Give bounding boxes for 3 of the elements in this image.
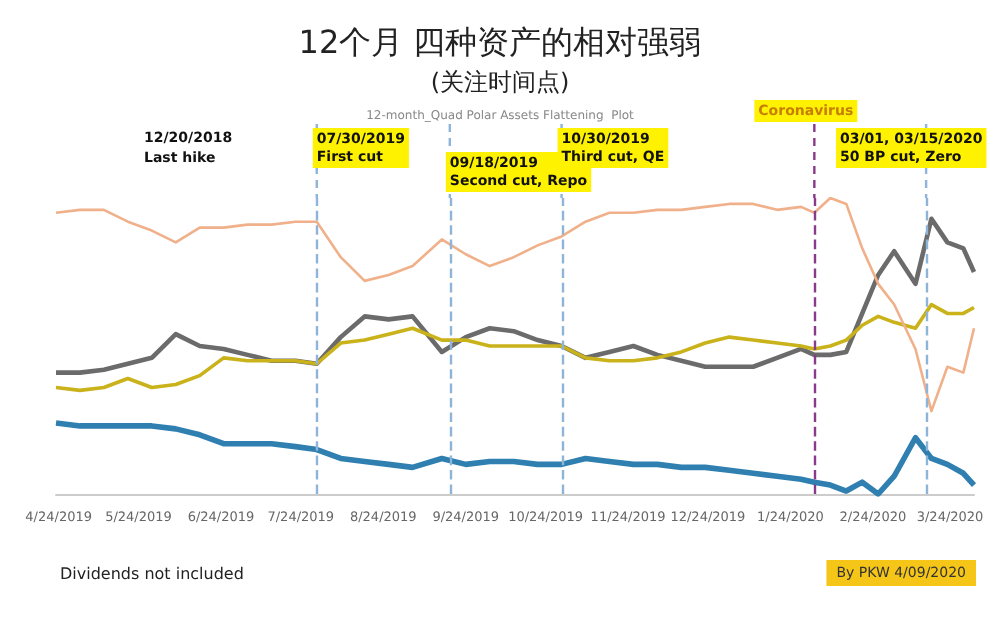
chart-subtitle: (关注时间点) <box>430 68 570 96</box>
chart-title: 12个月 四种资产的相对强弱 <box>298 23 702 61</box>
text: Dividends not included <box>60 565 244 583</box>
